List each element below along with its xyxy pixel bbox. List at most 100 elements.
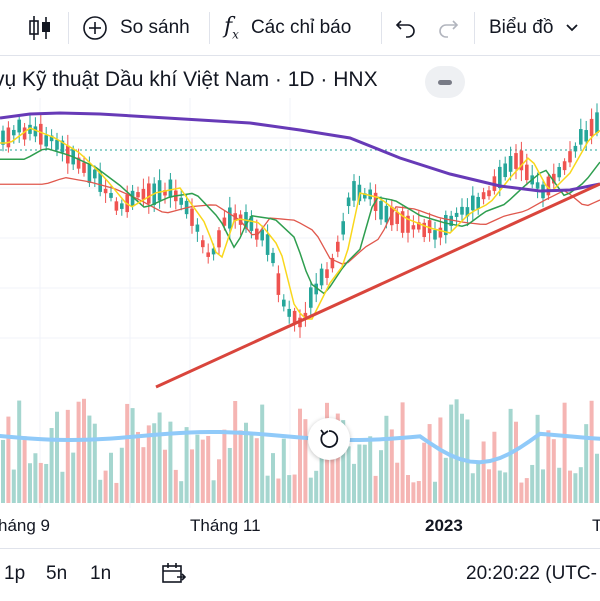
candle-body — [535, 182, 540, 189]
volume-bar — [65, 409, 70, 503]
trendline — [155, 182, 600, 389]
indicators-label: Các chỉ báo — [250, 17, 352, 38]
candle-body — [471, 195, 475, 211]
volume-bar — [497, 470, 502, 503]
volume-bar — [17, 400, 22, 503]
candle-body — [579, 129, 583, 145]
candle-body — [444, 214, 448, 236]
candle-body — [449, 215, 453, 226]
minus-icon — [438, 79, 452, 85]
candle-body — [120, 203, 124, 209]
volume-bar — [287, 475, 292, 503]
candle-body — [44, 135, 48, 147]
redo-icon[interactable] — [437, 0, 459, 56]
reset-icon — [320, 429, 339, 448]
candle-body — [103, 188, 108, 194]
candle-body — [568, 151, 572, 163]
volume-bar — [557, 467, 562, 503]
candle-body — [352, 181, 356, 201]
candle-body — [384, 205, 389, 223]
candle-body — [422, 222, 426, 238]
volume-bar — [308, 477, 313, 503]
volume-bar — [157, 412, 162, 503]
price-chart[interactable] — [0, 98, 600, 508]
candle-body — [87, 163, 92, 183]
candle-body — [417, 222, 421, 230]
candle-body — [379, 201, 383, 220]
volume-bar — [233, 400, 238, 503]
collapse-legend-button[interactable] — [425, 66, 465, 98]
volume-bar — [514, 421, 518, 503]
volume-bar — [49, 428, 54, 503]
undo-icon[interactable] — [395, 0, 417, 56]
candle-body — [595, 112, 599, 134]
volume-bar — [400, 402, 405, 503]
function-icon: fx — [224, 14, 239, 42]
volume-bar — [254, 438, 259, 503]
symbol-title[interactable]: vụ Kỹ thuật Dầu khí Việt Nam · 1D · HNX — [0, 68, 378, 91]
volume-bar — [119, 447, 124, 503]
candle-body — [163, 190, 167, 196]
candle-body — [525, 164, 529, 181]
candle-body — [303, 312, 308, 317]
toolbar-divider — [68, 12, 69, 44]
candle-body — [136, 192, 140, 198]
candle-body — [114, 201, 119, 211]
interval-5n[interactable]: 5n — [46, 563, 68, 584]
volume-bar — [595, 453, 599, 503]
volume-bar — [22, 436, 27, 503]
interval-1n[interactable]: 1n — [90, 563, 112, 584]
volume-bar — [206, 435, 211, 503]
indicators-button[interactable]: fx Các chỉ báo — [224, 0, 351, 56]
candle-body — [141, 188, 146, 200]
candle-body — [433, 230, 437, 240]
candle-body — [109, 192, 113, 198]
clock-time[interactable]: 20:20:22 (UTC- — [466, 563, 597, 584]
candle-body — [508, 155, 513, 172]
volume-bar — [303, 419, 308, 503]
candle-body — [400, 211, 405, 233]
volume-bar — [152, 423, 157, 503]
volume-bar — [92, 423, 97, 503]
date-range-icon[interactable] — [160, 561, 187, 593]
chart-type-button[interactable]: Biểu đồ — [489, 0, 579, 56]
x-axis-label: Tháng 11 — [190, 516, 261, 535]
volume-bar — [454, 399, 459, 503]
volume-bar — [222, 429, 227, 503]
candle-body — [465, 207, 470, 217]
volume-bar — [190, 449, 194, 503]
volume-bar — [71, 452, 76, 503]
volume-bar — [33, 453, 38, 503]
volume-bar — [276, 478, 281, 503]
ma-red-line — [0, 177, 600, 265]
ma-slow-line — [0, 111, 600, 193]
reset-chart-button[interactable] — [308, 418, 350, 460]
volume-bar — [422, 442, 427, 503]
candle-body — [195, 224, 200, 232]
candle-body — [514, 153, 518, 169]
candle-body — [411, 225, 416, 230]
volume-bar — [271, 453, 275, 503]
volume-bar — [136, 431, 140, 503]
volume-bar — [406, 475, 410, 503]
candle-body — [22, 127, 27, 140]
candle-body — [271, 252, 275, 264]
volume-bar — [38, 462, 43, 503]
candle-body — [498, 166, 502, 189]
compare-button[interactable]: So sánh — [82, 0, 190, 56]
candle-body — [427, 220, 432, 234]
volume-bar — [298, 408, 302, 503]
volume-bar — [141, 447, 146, 503]
x-axis-label: háng 9 — [0, 516, 50, 535]
volume-bar — [314, 470, 319, 503]
volume-bar — [589, 400, 594, 503]
candle-body — [287, 308, 291, 317]
volume-bar — [530, 464, 535, 503]
volume-bar — [238, 430, 243, 503]
candles-icon[interactable] — [28, 0, 52, 56]
interval-1p[interactable]: 1p — [4, 563, 26, 584]
candle-body — [82, 162, 86, 173]
candle-body — [573, 145, 578, 152]
candle-body — [460, 206, 464, 215]
volume-bar — [503, 472, 508, 503]
